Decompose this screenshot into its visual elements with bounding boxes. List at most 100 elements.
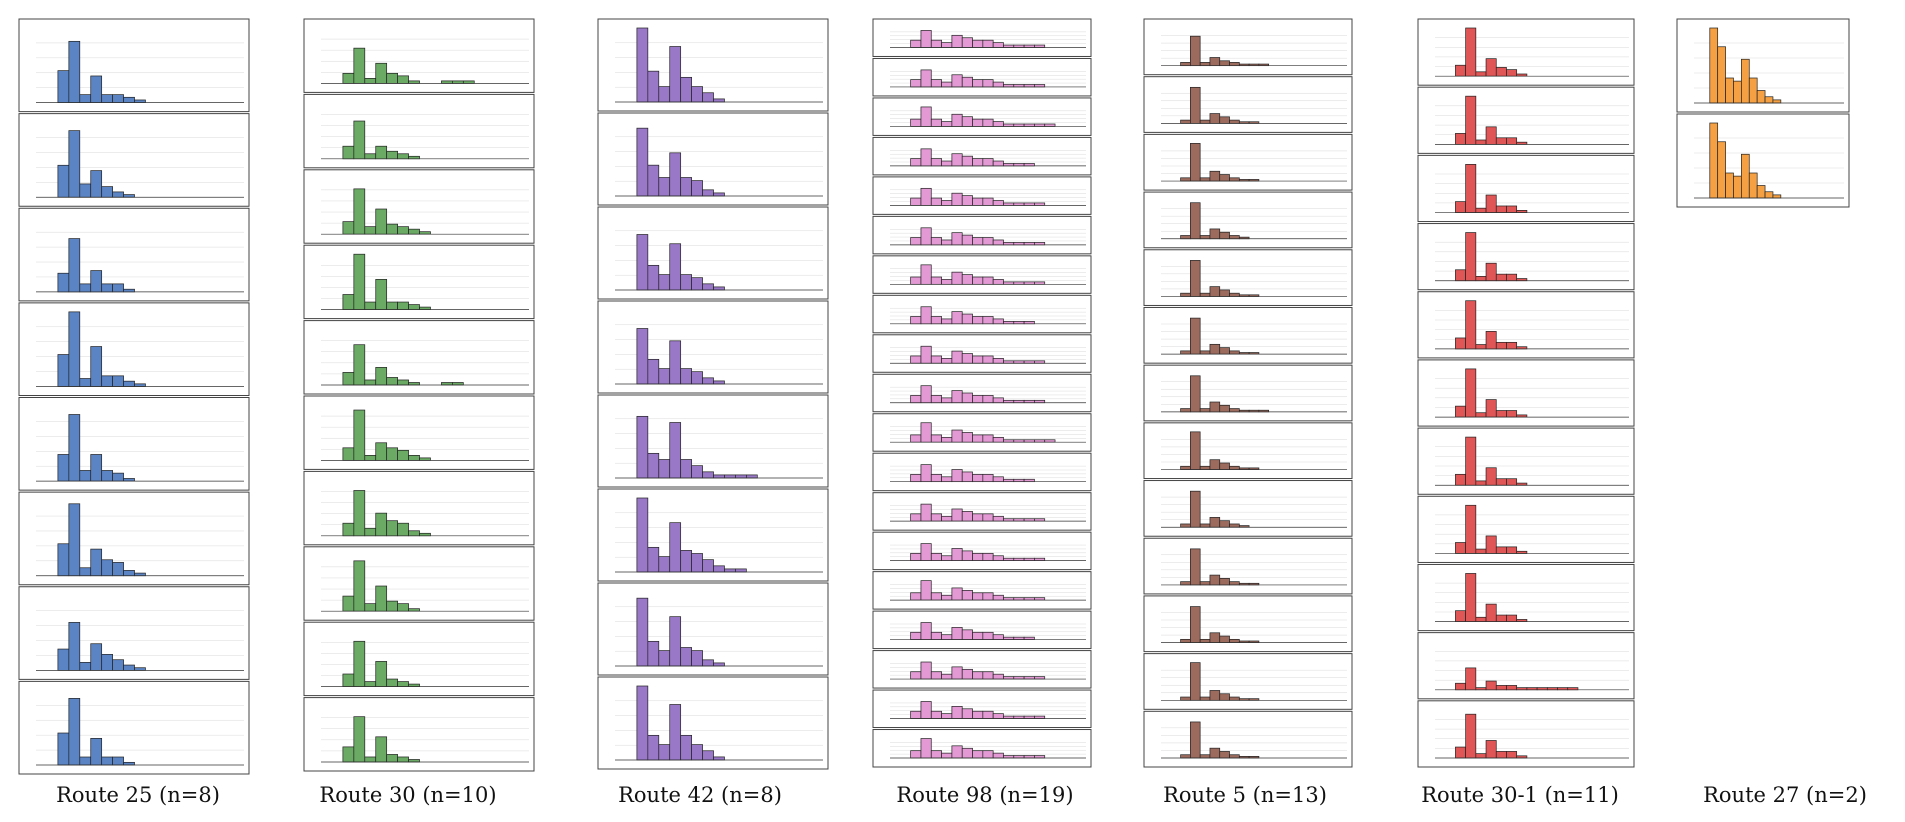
panel-frame <box>872 136 1092 176</box>
histogram-bar <box>961 353 973 364</box>
histogram-bar <box>920 422 932 443</box>
histogram-panel <box>872 373 1092 413</box>
histogram-bar <box>134 99 146 103</box>
histogram-bar <box>386 520 398 537</box>
histogram-bar <box>941 239 953 246</box>
histogram-bar <box>1506 614 1518 622</box>
histogram-panel <box>1417 18 1635 86</box>
histogram-bar <box>1013 242 1025 246</box>
histogram-bar <box>992 713 1004 719</box>
histogram-bar <box>1003 399 1015 404</box>
histogram-bar <box>1003 597 1015 601</box>
histogram-bar <box>342 372 355 386</box>
panel-frame <box>872 373 1092 413</box>
histogram-bar <box>1229 465 1240 470</box>
histogram-panel <box>18 680 250 775</box>
histogram-bar <box>920 464 932 483</box>
histogram-bar <box>1485 126 1497 145</box>
histogram-bar <box>1506 685 1518 691</box>
histogram-panel <box>872 136 1092 176</box>
histogram-bar <box>386 301 398 310</box>
histogram-bar <box>375 367 388 386</box>
histogram-bar <box>941 515 953 522</box>
histogram-bar <box>1455 201 1466 213</box>
histogram-bar <box>1485 331 1497 350</box>
route-histogram-stack <box>1417 18 1635 768</box>
histogram-bar <box>397 301 409 310</box>
histogram-bar <box>1709 27 1719 104</box>
histogram-bar <box>1465 164 1477 213</box>
histogram-panel <box>1143 364 1353 422</box>
histogram-bar <box>951 192 963 206</box>
histogram-bar <box>419 231 431 235</box>
histogram-bar <box>972 395 984 404</box>
histogram-bar <box>1772 99 1782 104</box>
histogram-bar <box>375 62 388 84</box>
histogram-bar <box>941 397 953 404</box>
histogram-bar <box>1013 202 1025 206</box>
histogram-bar <box>1455 746 1466 759</box>
histogram-bar <box>386 72 398 84</box>
histogram-bar <box>920 661 932 680</box>
histogram-bar <box>123 478 135 482</box>
route-histogram-stack <box>872 18 1092 768</box>
histogram-panel <box>1143 76 1353 133</box>
histogram-bar <box>1013 715 1025 719</box>
histogram-bar <box>1485 680 1497 691</box>
histogram-bar <box>397 681 409 687</box>
histogram-bar <box>680 76 692 103</box>
histogram-panel <box>303 546 535 621</box>
histogram-bar <box>353 253 366 310</box>
panel-frame <box>1143 480 1353 537</box>
histogram-bar <box>669 616 682 667</box>
histogram-bar <box>658 177 671 197</box>
panel-frame <box>18 397 250 491</box>
histogram-bar <box>961 629 973 640</box>
panel-frame <box>872 729 1092 768</box>
histogram-bar <box>1219 693 1230 701</box>
histogram-bar <box>941 358 953 364</box>
histogram-bar <box>1180 581 1191 586</box>
histogram-bar <box>930 671 942 680</box>
panel-frame <box>18 302 250 396</box>
histogram-bar <box>342 294 355 310</box>
route-histogram-stack <box>18 18 250 775</box>
histogram-bar <box>123 664 135 671</box>
histogram-bar <box>658 368 671 385</box>
histogram-bar <box>353 560 366 612</box>
histogram-bar <box>1465 713 1477 759</box>
histogram-bar <box>408 382 420 386</box>
histogram-bar <box>90 643 103 671</box>
histogram-bar <box>1229 62 1240 67</box>
histogram-bar <box>1003 202 1015 206</box>
histogram-bar <box>951 587 963 601</box>
histogram-bar <box>920 69 932 88</box>
histogram-bar <box>79 567 92 577</box>
histogram-bar <box>1013 163 1025 167</box>
histogram-bar <box>1199 177 1211 182</box>
histogram-bar <box>920 622 932 640</box>
histogram-bar <box>68 503 81 577</box>
histogram-bar <box>90 346 103 387</box>
histogram-bar <box>386 223 398 235</box>
histogram-bar <box>342 595 355 612</box>
histogram-bar <box>930 750 942 759</box>
panel-frame <box>18 680 250 775</box>
histogram-bar <box>669 340 682 385</box>
histogram-bar <box>961 392 973 404</box>
histogram-bar <box>702 559 714 573</box>
route-caption: Route 27 (n=2) <box>1703 783 1867 807</box>
histogram-bar <box>920 227 932 246</box>
histogram-panel <box>872 97 1092 136</box>
histogram-bar <box>680 734 692 761</box>
histogram-bar <box>713 662 725 667</box>
histogram-bar <box>961 37 973 48</box>
histogram-panel <box>872 689 1092 729</box>
histogram-bar <box>669 704 682 761</box>
histogram-bar <box>123 570 135 577</box>
histogram-bar <box>1023 715 1035 719</box>
histogram-bar <box>1455 133 1466 145</box>
histogram-bar <box>353 344 366 386</box>
histogram-panel <box>1417 359 1635 427</box>
histogram-panel <box>1143 133 1353 191</box>
